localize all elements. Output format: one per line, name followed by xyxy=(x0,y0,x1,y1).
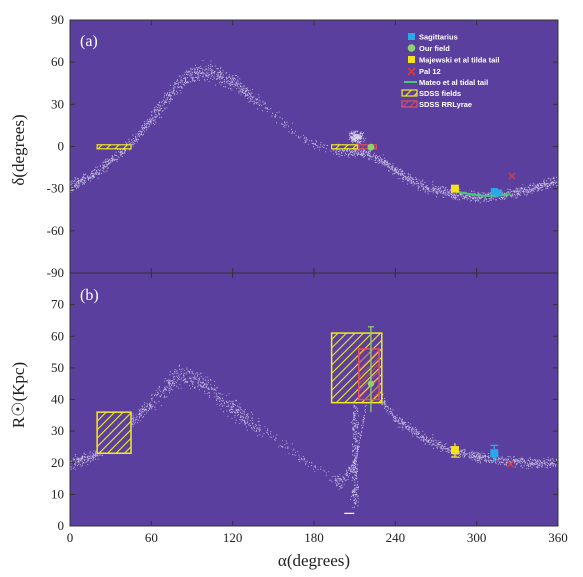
panel-a-label: (a) xyxy=(80,33,98,50)
legend-label-majewski: Majewski et al tilda tail xyxy=(419,56,499,65)
panel-b-ytick-label-7: 70 xyxy=(51,297,64,312)
core-spray-b xyxy=(350,380,360,508)
legend-label-sdss-fields: SDSS fields xyxy=(419,89,461,98)
panel-b-ticks: 0 10 20 30 40 50 60 70 0 60 120 180 240 300 360 xyxy=(51,273,568,545)
panel-b-xtick-label-6: 360 xyxy=(548,530,568,545)
panel-a-ytick-label-2: -30 xyxy=(47,181,64,196)
y-axis-label-a: δ(degrees) xyxy=(9,114,28,185)
sagittarius-point-a-1 xyxy=(494,189,502,197)
panel-b-xtick-label-1: 60 xyxy=(145,530,158,545)
legend-label-sdss-rrlyrae: SDSS RRLyrae xyxy=(419,100,472,109)
panel-b-ytick-label-5: 50 xyxy=(51,360,64,375)
panel-a-ytick-label-3: 0 xyxy=(58,139,65,154)
panel-b-sdss-fields xyxy=(96,332,383,455)
panel-b-xtick-label-5: 300 xyxy=(467,530,487,545)
our-field-point-a-0 xyxy=(367,143,375,151)
pal12-point-a-0 xyxy=(508,172,516,180)
panel-a: -90 -60 -30 0 30 60 90 (a) Sagittarius Our fie… xyxy=(47,12,559,280)
panel-a-stream xyxy=(70,60,559,204)
legend-marker-our-field xyxy=(407,44,416,52)
panel-a-ytick-label-0: -90 xyxy=(47,265,64,280)
panel-b-ytick-label-0: 0 xyxy=(58,518,65,533)
sagittarius-point-a-0 xyxy=(490,187,498,195)
panel-a-ytick-label-4: 30 xyxy=(51,96,64,111)
panel-b-ytick-label-1: 10 xyxy=(51,486,64,501)
panel-b-xtick-label-0: 0 xyxy=(67,530,74,545)
y-axis-label-b: R☉(Kpc) xyxy=(9,362,28,428)
legend-label-mateo: Mateo et al tidal tail xyxy=(419,78,488,87)
panel-b-ytick-label-2: 20 xyxy=(51,455,64,470)
panel-a-markers xyxy=(367,143,516,197)
majewski-point-a-0 xyxy=(450,184,459,193)
panel-b-xtick-label-2: 120 xyxy=(223,530,243,545)
panel-b-label: (b) xyxy=(80,287,99,304)
sagittarius-point-b-0 xyxy=(490,449,499,458)
x-axis-label: α(degrees) xyxy=(278,551,350,570)
legend-label-pal12: Pal 12 xyxy=(419,67,441,76)
panel-b: 0 10 20 30 40 50 60 70 0 60 120 180 240 300 360 (b) xyxy=(51,272,568,545)
legend-marker-pal12 xyxy=(407,67,416,76)
panel-b-ytick-label-6: 60 xyxy=(51,328,64,343)
legend-marker-sdss-fields xyxy=(401,89,418,97)
sdss-rrlyrae-b-0 xyxy=(357,348,380,401)
legend-marker-majewski xyxy=(408,56,415,63)
majewski-point-b-0 xyxy=(450,446,459,455)
panel-b-xtick-label-4: 240 xyxy=(386,530,406,545)
panel-b-ytick-label-3: 30 xyxy=(51,423,64,438)
our-field-point-b-0 xyxy=(367,380,375,387)
sdss-field-a-1 xyxy=(331,144,358,150)
panel-b-xtick-label-3: 180 xyxy=(304,530,324,545)
panel-a-ticks: -90 -60 -30 0 30 60 90 xyxy=(47,12,559,280)
legend: Sagittarius Our field Majewski et al til… xyxy=(401,33,499,109)
legend-label-our-field: Our field xyxy=(419,44,450,53)
panel-b-markers xyxy=(344,326,515,514)
panel-a-ytick-label-5: 60 xyxy=(51,54,64,69)
panel-b-ytick-label-4: 40 xyxy=(51,392,64,407)
core-cluster-a xyxy=(348,130,367,144)
panel-b-background xyxy=(70,273,558,526)
legend-marker-sagittarius xyxy=(408,33,415,40)
panel-a-ytick-label-6: 90 xyxy=(51,12,64,27)
sdss-field-b-0 xyxy=(96,411,132,455)
legend-marker-sdss-rrlyrae xyxy=(401,100,418,108)
sdss-field-a-0 xyxy=(96,144,132,150)
pal12-point-b-0 xyxy=(507,460,515,468)
legend-label-sagittarius: Sagittarius xyxy=(419,33,458,42)
panel-a-ytick-label-1: -60 xyxy=(47,223,64,238)
panel-b-stream xyxy=(70,364,559,508)
